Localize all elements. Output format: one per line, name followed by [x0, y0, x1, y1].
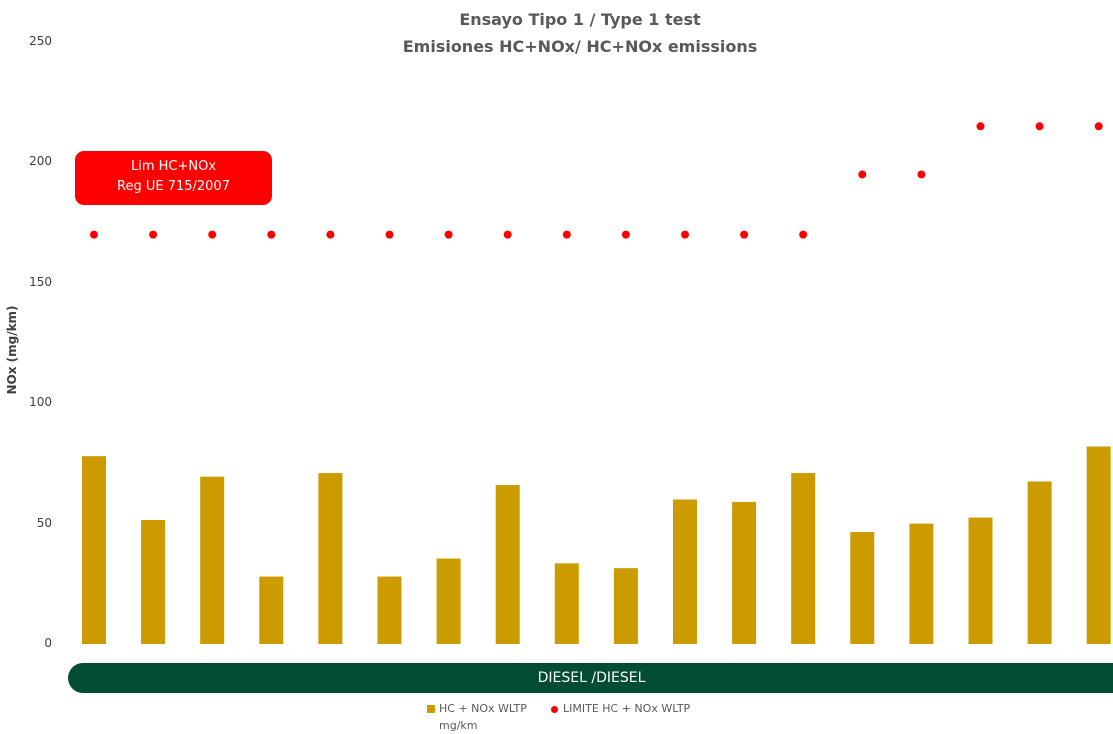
bar [200, 476, 225, 644]
y-tick-label: 200 [29, 154, 52, 168]
y-tick-label: 100 [29, 395, 52, 409]
category-band: DIESEL /DIESEL [68, 663, 1113, 693]
limit-annotation-line2: Reg UE 715/2007 [117, 179, 230, 194]
limit-annotation-line1: Lim HC+NOx [130, 159, 217, 174]
bar [732, 501, 757, 644]
bar [377, 576, 402, 644]
bar [259, 576, 284, 644]
limit-point [444, 230, 453, 239]
limit-point [208, 230, 217, 239]
legend-bar-label-line2: mg/km [439, 719, 478, 732]
category-band-label: DIESEL /DIESEL [537, 670, 646, 686]
bar [909, 523, 934, 644]
legend-item-dots: LIMITE HC + NOx WLTP [551, 700, 690, 717]
limit-point [917, 170, 926, 179]
y-tick-label: 50 [36, 516, 52, 530]
y-tick-label: 250 [29, 34, 52, 48]
limit-point [621, 230, 630, 239]
limit-annotation: Lim HC+NOx Reg UE 715/2007 [75, 151, 272, 205]
legend-item-bars: HC + NOx WLTP mg/km [427, 700, 527, 734]
bar [1086, 446, 1111, 644]
bar [141, 519, 166, 644]
legend-dot-label: LIMITE HC + NOx WLTP [563, 702, 691, 715]
y-tick-label: 0 [44, 636, 52, 650]
limit-point [799, 230, 808, 239]
bar [318, 473, 343, 644]
bar [673, 499, 697, 644]
dot-marker-icon [551, 705, 558, 713]
limit-point [267, 230, 276, 239]
bar-swatch-icon [427, 705, 435, 713]
bar [1027, 481, 1052, 644]
bar [850, 532, 875, 644]
limit-point [681, 230, 689, 239]
bar [436, 558, 461, 644]
legend-bar-label: HC + NOx WLTP [439, 702, 527, 715]
bar [968, 517, 993, 644]
limit-point [562, 230, 571, 239]
limit-point [1035, 122, 1044, 131]
y-tick-label: 150 [29, 275, 52, 289]
limit-point [90, 230, 98, 239]
limit-point [858, 170, 867, 179]
limit-point [740, 230, 749, 239]
bar [613, 568, 638, 644]
limit-point [385, 230, 394, 239]
limit-point [503, 230, 512, 239]
bar [791, 473, 816, 644]
limit-point [976, 122, 985, 131]
limit-point [326, 230, 335, 239]
bar [495, 485, 520, 644]
bar [82, 456, 106, 644]
bar [554, 563, 579, 644]
limit-point [149, 230, 158, 239]
chart-subtitle: Emisiones HC+NOx/ HC+NOx emissions [402, 37, 758, 56]
limit-point [1094, 122, 1103, 131]
chart-title: Ensayo Tipo 1 / Type 1 test [459, 10, 701, 29]
